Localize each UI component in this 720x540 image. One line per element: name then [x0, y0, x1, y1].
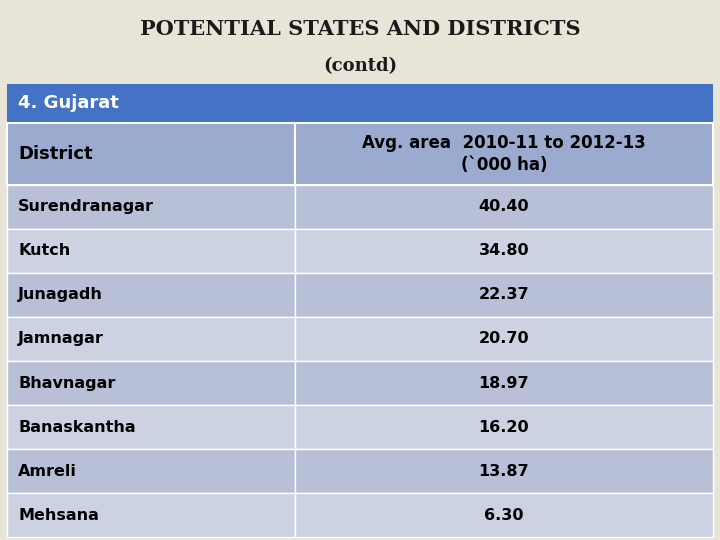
Text: Junagadh: Junagadh	[18, 287, 103, 302]
Text: Surendranagar: Surendranagar	[18, 199, 154, 214]
Bar	[295, 185, 713, 229]
Bar	[295, 273, 713, 317]
Text: 34.80: 34.80	[479, 244, 529, 258]
Text: 13.87: 13.87	[479, 464, 529, 478]
Bar	[7, 185, 295, 229]
Bar	[7, 273, 295, 317]
Bar	[7, 84, 713, 123]
Bar	[7, 229, 295, 273]
Bar	[295, 361, 713, 405]
Text: Jamnagar: Jamnagar	[18, 332, 104, 347]
Bar	[7, 361, 295, 405]
Text: 22.37: 22.37	[479, 287, 529, 302]
Text: 6.30: 6.30	[485, 508, 523, 523]
Text: 20.70: 20.70	[479, 332, 529, 347]
Text: Amreli: Amreli	[18, 464, 77, 478]
Text: 16.20: 16.20	[479, 420, 529, 435]
Text: (contd): (contd)	[323, 57, 397, 75]
Bar	[7, 493, 295, 537]
Bar	[295, 229, 713, 273]
Text: Kutch: Kutch	[18, 244, 71, 258]
Bar	[295, 405, 713, 449]
Bar	[295, 317, 713, 361]
Bar	[7, 449, 295, 493]
Bar	[7, 123, 295, 185]
Text: Mehsana: Mehsana	[18, 508, 99, 523]
Bar	[295, 449, 713, 493]
Text: 40.40: 40.40	[479, 199, 529, 214]
Bar	[295, 493, 713, 537]
Bar	[295, 123, 713, 185]
Text: Bhavnagar: Bhavnagar	[18, 375, 115, 390]
Text: POTENTIAL STATES AND DISTRICTS: POTENTIAL STATES AND DISTRICTS	[140, 19, 580, 39]
Text: 4. Gujarat: 4. Gujarat	[18, 94, 119, 112]
Text: 18.97: 18.97	[479, 375, 529, 390]
Text: District: District	[18, 145, 93, 163]
Text: Banaskantha: Banaskantha	[18, 420, 135, 435]
Text: Avg. area  2010-11 to 2012-13
(`000 ha): Avg. area 2010-11 to 2012-13 (`000 ha)	[362, 133, 646, 174]
Bar	[7, 405, 295, 449]
Bar	[7, 317, 295, 361]
